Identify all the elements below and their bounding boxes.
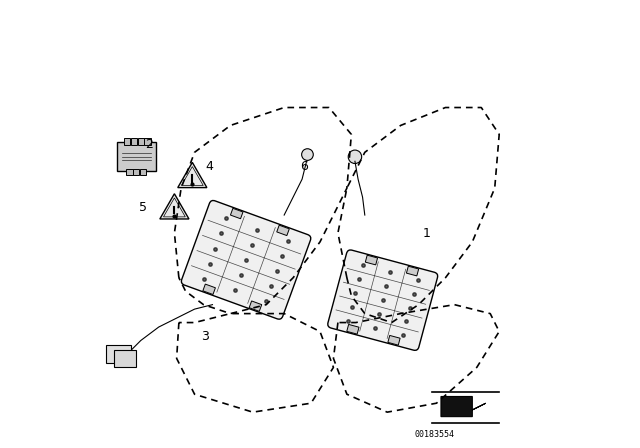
FancyBboxPatch shape (114, 350, 136, 367)
FancyBboxPatch shape (328, 250, 438, 350)
Polygon shape (347, 324, 359, 334)
Polygon shape (178, 162, 207, 188)
Polygon shape (388, 336, 400, 345)
Polygon shape (230, 208, 243, 219)
FancyBboxPatch shape (145, 138, 150, 145)
FancyBboxPatch shape (116, 142, 156, 171)
Polygon shape (160, 194, 189, 219)
FancyBboxPatch shape (124, 138, 131, 145)
FancyBboxPatch shape (133, 169, 140, 175)
FancyBboxPatch shape (181, 200, 311, 319)
Text: 1: 1 (423, 228, 431, 241)
Text: 3: 3 (202, 331, 209, 344)
Polygon shape (203, 284, 216, 294)
Polygon shape (406, 266, 419, 276)
FancyBboxPatch shape (140, 169, 146, 175)
Text: 6: 6 (300, 160, 308, 173)
Circle shape (348, 150, 362, 164)
FancyBboxPatch shape (106, 345, 131, 363)
Polygon shape (441, 396, 486, 417)
Text: 5: 5 (139, 201, 147, 214)
Polygon shape (276, 225, 289, 236)
Text: 4: 4 (206, 160, 214, 173)
Circle shape (301, 149, 314, 160)
FancyBboxPatch shape (131, 138, 137, 145)
Text: 00183554: 00183554 (414, 430, 454, 439)
Polygon shape (365, 255, 378, 265)
FancyBboxPatch shape (138, 138, 144, 145)
Text: 2: 2 (145, 138, 153, 151)
FancyBboxPatch shape (127, 169, 132, 175)
Polygon shape (249, 301, 262, 311)
